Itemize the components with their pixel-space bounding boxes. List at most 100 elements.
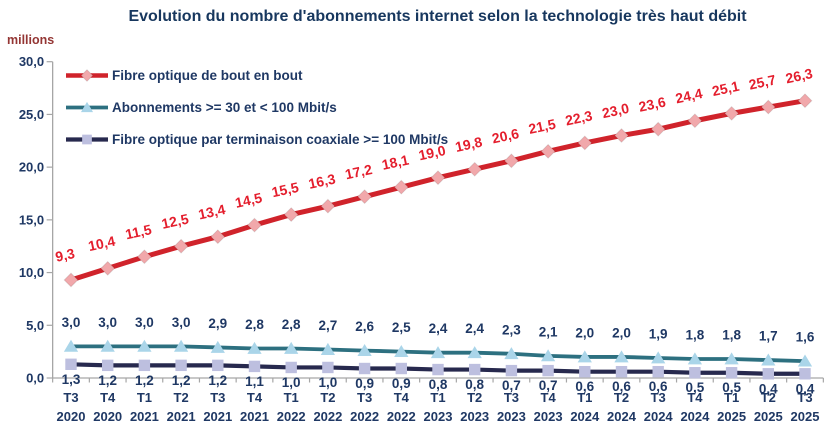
triangle-marker: [210, 340, 225, 353]
x-tick-year-label: 2022: [387, 409, 416, 424]
series-0-labels: 9,3 10,4 11,5 12,5 13,4 14,5 15,5 16,3 17,2 18,1 1…: [54, 65, 814, 265]
series-0: [63, 93, 813, 288]
triangle-marker: [577, 350, 592, 363]
x-tick-quarter-label: T3: [504, 390, 519, 405]
teal-triangle-line-icon: [66, 101, 108, 113]
x-tick-year-label: 2025: [717, 409, 746, 424]
legend-label: Fibre optique de bout en bout: [112, 68, 303, 83]
diamond-marker: [503, 153, 519, 169]
legend-item-fibre-coaxiale: Fibre optique par terminaison coaxiale >…: [64, 131, 448, 148]
square-marker: [358, 362, 371, 375]
x-tick-quarter-label: T3: [63, 390, 78, 405]
square-marker: [175, 359, 187, 372]
triangle-marker: [80, 101, 94, 113]
data-label: 0,5: [722, 380, 741, 395]
data-label: 24,4: [674, 85, 704, 106]
data-label: 11,5: [124, 221, 153, 242]
data-label: 0,7: [502, 378, 521, 393]
square-marker: [505, 364, 518, 377]
square-marker: [799, 368, 811, 380]
series-1-labels: 3,0 3,0 3,0 3,0 2,9 2,8 2,8 2,7 2,6 2,5 2,4 2,4 2,3 2…: [62, 315, 815, 345]
square-marker: [469, 363, 481, 376]
triangle-marker: [173, 339, 189, 352]
diamond-marker: [687, 113, 703, 129]
square-marker: [138, 359, 151, 372]
triangle-marker: [687, 352, 703, 365]
data-label: 0,6: [612, 379, 631, 394]
series-1: [63, 339, 813, 367]
y-tick-label: 30,0: [19, 54, 44, 69]
diamond-marker: [357, 189, 373, 205]
x-tick-quarter-label: T2: [320, 390, 335, 405]
data-label: 12,5: [160, 211, 190, 232]
data-label: 25,1: [711, 78, 741, 99]
data-label: 2,9: [208, 316, 227, 331]
square-marker: [65, 358, 77, 370]
data-label: 1,8: [686, 328, 705, 343]
data-label: 1,2: [208, 373, 227, 388]
x-tick-quarter-label: T2: [467, 390, 482, 405]
chart-legend: Fibre optique de bout en bout Abonnement…: [64, 67, 448, 148]
triangle-marker: [63, 339, 79, 352]
x-tick-year-label: 2024: [680, 409, 710, 424]
x-tick-year-label: 2021: [130, 409, 159, 424]
triangle-marker: [284, 341, 299, 354]
x-tick-quarter-label: T2: [614, 390, 629, 405]
data-label: 1,2: [98, 373, 117, 388]
square-marker: [725, 367, 738, 379]
data-label: 1,6: [796, 330, 815, 345]
x-tick-quarter-label: T1: [577, 390, 592, 405]
y-tick-label: 0,0: [26, 371, 44, 386]
square-marker: [248, 360, 261, 373]
data-label: 17,2: [344, 161, 374, 182]
x-tick-year-label: 2023: [460, 409, 489, 424]
data-label: 1,9: [649, 326, 668, 341]
x-tick-year-label: 2020: [93, 409, 122, 424]
data-label: 2,5: [392, 320, 411, 335]
diamond-marker: [430, 170, 446, 186]
x-tick-year-label: 2025: [754, 409, 783, 424]
x-tick-year-label: 2024: [607, 409, 637, 424]
x-tick-year-label: 2021: [167, 409, 196, 424]
x-tick-quarter-label: T4: [100, 390, 116, 405]
triangle-marker: [651, 351, 666, 364]
square-marker: [689, 367, 701, 379]
series-2-labels: 1,3 1,2 1,2 1,2 1,2 1,1 1,0 1,0 0,9 0,9 0,8 0,8 0,7 0…: [62, 372, 815, 396]
square-marker: [579, 365, 591, 378]
square-marker: [652, 365, 664, 378]
chart-title: Evolution du nombre d'abonnements intern…: [128, 8, 747, 25]
data-label: 2,8: [245, 317, 264, 332]
x-tick-year-label: 2022: [277, 409, 306, 424]
x-tick-quarter-label: T3: [651, 390, 666, 405]
data-label: 19,0: [417, 142, 447, 163]
data-label: 2,4: [465, 321, 484, 336]
square-marker: [395, 362, 407, 375]
data-label: 0,6: [649, 379, 668, 394]
x-tick-year-label: 2022: [313, 409, 342, 424]
data-label: 23,0: [601, 100, 631, 121]
x-tick-year-label: 2025: [791, 409, 820, 424]
data-label: 0,8: [465, 377, 484, 392]
x-tick-quarter-label: T2: [174, 390, 189, 405]
data-label: 2,6: [355, 319, 374, 334]
diamond-marker: [210, 229, 226, 245]
red-diamond-line-icon: [66, 69, 108, 82]
data-label: 2,0: [612, 325, 631, 340]
y-tick-label: 25,0: [19, 107, 44, 122]
data-label: 23,6: [637, 93, 667, 114]
diamond-marker: [393, 179, 409, 195]
data-label: 0,9: [355, 376, 374, 391]
square-marker: [762, 368, 774, 380]
data-label: 0,9: [392, 376, 411, 391]
x-tick-quarter-label: T4: [247, 390, 263, 405]
x-tick-year-label: 2021: [240, 409, 269, 424]
triangle-marker: [504, 347, 519, 360]
x-tick-quarter-label: T1: [430, 390, 445, 405]
x-tick-year-label: 2021: [203, 409, 232, 424]
y-tick-label: 10,0: [19, 265, 44, 280]
data-label: 2,4: [429, 321, 448, 336]
x-tick-quarter-label: T1: [137, 390, 152, 405]
data-label: 1,1: [245, 374, 264, 389]
data-label: 1,3: [62, 372, 81, 387]
